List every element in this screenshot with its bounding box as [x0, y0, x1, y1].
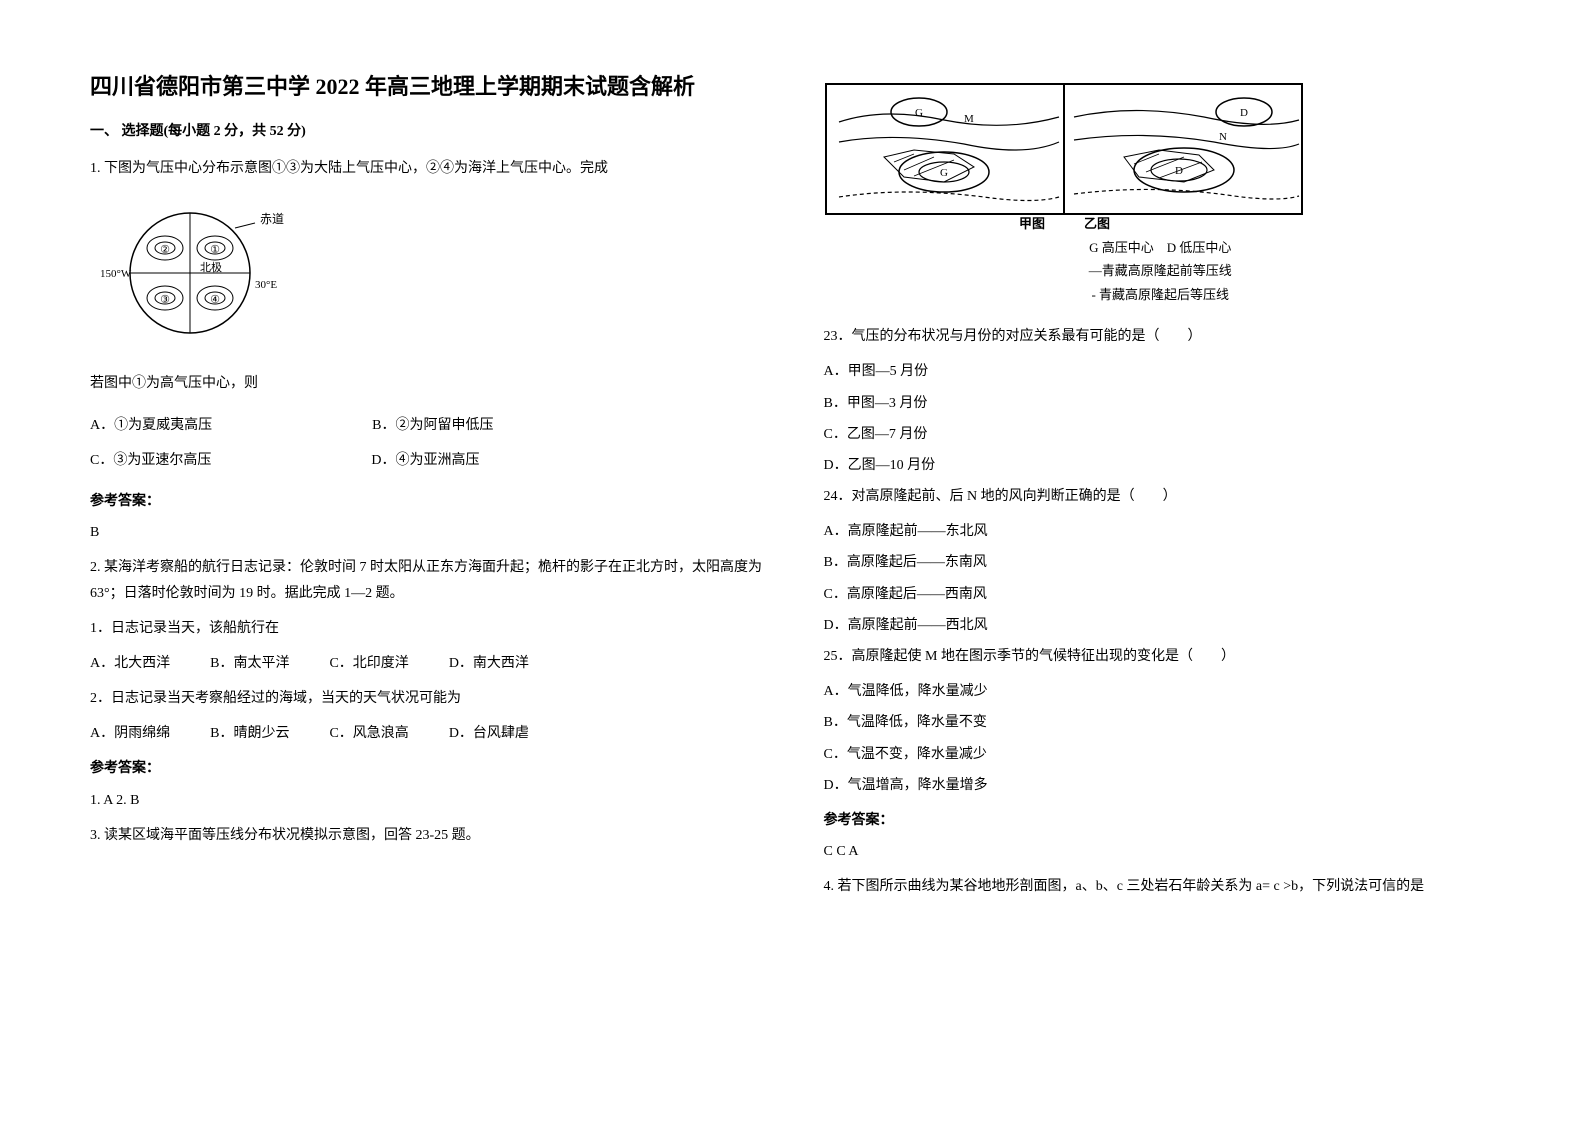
svg-text:乙图: 乙图 [1084, 216, 1110, 231]
q1-option-d: D．④为亚洲高压 [371, 448, 479, 473]
q1-label-4: ④ [210, 294, 220, 306]
q2-sub1-options: A．北大西洋 B．南太平洋 C．北印度洋 D．南大西洋 [90, 651, 764, 676]
q1-label-3: ③ [160, 294, 170, 306]
q3-legend: G 高压中心 D 低压中心 —青藏高原隆起前等压线 - 青藏高原隆起后等压线 [824, 236, 1498, 306]
q23-text: 23．气压的分布状况与月份的对应关系最有可能的是（ ） [824, 324, 1498, 349]
svg-text:G: G [915, 107, 923, 119]
q1-equator: 赤道 [260, 212, 284, 226]
section-header: 一、 选择题(每小题 2 分，共 52 分) [90, 119, 764, 144]
svg-text:甲图: 甲图 [1019, 216, 1045, 231]
q1-option-a: A．①为夏威夷高压 [90, 413, 212, 438]
q3-answer: C C A [824, 839, 1498, 864]
q1-options-row2: C．③为亚速尔高压 D．④为亚洲高压 [90, 448, 764, 473]
q24-d: D．高原隆起前——西北风 [824, 613, 1498, 638]
q4-text: 4. 若下图所示曲线为某谷地地形剖面图，a、b、c 三处岩石年龄关系为 a= c… [824, 874, 1498, 899]
q2-sub2-options: A．阴雨绵绵 B．晴朗少云 C．风急浪高 D．台风肆虐 [90, 721, 764, 746]
q23-b: B．甲图—3 月份 [824, 391, 1498, 416]
q1-label-2: ② [160, 244, 170, 256]
q25-c: C．气温不变，降水量减少 [824, 742, 1498, 767]
q2-sub1-b: B．南太平洋 [210, 651, 289, 676]
q1-lon-e: 30°E [255, 279, 277, 291]
q1-option-c: C．③为亚速尔高压 [90, 448, 211, 473]
q3-text: 3. 读某区域海平面等压线分布状况模拟示意图，回答 23-25 题。 [90, 823, 764, 848]
q2-text: 2. 某海洋考察船的航行日志记录：伦敦时间 7 时太阳从正东方海面升起；桅杆的影… [90, 555, 764, 605]
page-container: 四川省德阳市第三中学 2022 年高三地理上学期期末试题含解析 一、 选择题(每… [90, 70, 1497, 910]
q2-answer: 1. A 2. B [90, 788, 764, 813]
q2-sub1-d: D．南大西洋 [449, 651, 529, 676]
q25-text: 25．高原隆起使 M 地在图示季节的气候特征出现的变化是（ ） [824, 644, 1498, 669]
q1-north-pole: 北极 [200, 260, 222, 274]
svg-text:G: G [940, 167, 948, 179]
document-title: 四川省德阳市第三中学 2022 年高三地理上学期期末试题含解析 [90, 70, 764, 103]
svg-text:M: M [964, 113, 974, 125]
q23-a: A．甲图—5 月份 [824, 359, 1498, 384]
q1-option-b: B．②为阿留申低压 [372, 413, 493, 438]
legend-low: D 低压中心 [1167, 240, 1232, 255]
q2-sub2: 2．日志记录当天考察船经过的海域，当天的天气状况可能为 [90, 686, 764, 711]
svg-text:D: D [1240, 107, 1248, 119]
q3-answer-header: 参考答案： [824, 808, 1498, 833]
q23-c: C．乙图—7 月份 [824, 422, 1498, 447]
q1-answer-header: 参考答案： [90, 489, 764, 514]
left-column: 四川省德阳市第三中学 2022 年高三地理上学期期末试题含解析 一、 选择题(每… [90, 70, 764, 910]
q1-condition: 若图中①为高气压中心，则 [90, 371, 764, 396]
q23-d: D．乙图—10 月份 [824, 453, 1498, 478]
q2-sub2-c: C．风急浪高 [329, 721, 408, 746]
q24-c: C．高原隆起后——西南风 [824, 582, 1498, 607]
q2-answer-header: 参考答案： [90, 756, 764, 781]
q2-sub2-d: D．台风肆虐 [449, 721, 529, 746]
svg-text:N: N [1219, 131, 1227, 143]
q25-a: A．气温降低，降水量减少 [824, 679, 1498, 704]
q24-a: A．高原隆起前——东北风 [824, 519, 1498, 544]
svg-text:D: D [1175, 165, 1183, 177]
q2-sub1-c: C．北印度洋 [329, 651, 408, 676]
legend-high: G 高压中心 [1089, 240, 1154, 255]
q1-answer: B [90, 520, 764, 545]
q25-b: B．气温降低，降水量不变 [824, 710, 1498, 735]
q1-options-row1: A．①为夏威夷高压 B．②为阿留申低压 [90, 413, 764, 438]
q1-lon-w: 150°W [100, 268, 132, 280]
q1-diagram: ① ② ③ ④ 赤道 北极 150°W 30°E [90, 193, 764, 353]
legend-after: - 青藏高原隆起后等压线 [824, 283, 1498, 306]
legend-before: —青藏高原隆起前等压线 [824, 259, 1498, 282]
q24-text: 24．对高原隆起前、后 N 地的风向判断正确的是（ ） [824, 484, 1498, 509]
q3-diagram: G M G D N D [824, 82, 1498, 306]
q2-sub2-a: A．阴雨绵绵 [90, 721, 170, 746]
q2-sub1: 1．日志记录当天，该船航行在 [90, 616, 764, 641]
q24-b: B．高原隆起后——东南风 [824, 550, 1498, 575]
q2-sub1-a: A．北大西洋 [90, 651, 170, 676]
q2-sub2-b: B．晴朗少云 [210, 721, 289, 746]
q1-text: 1. 下图为气压中心分布示意图①③为大陆上气压中心，②④为海洋上气压中心。完成 [90, 156, 764, 181]
q25-d: D．气温增高，降水量增多 [824, 773, 1498, 798]
q1-label-1: ① [210, 244, 220, 256]
right-column: G M G D N D [824, 70, 1498, 910]
